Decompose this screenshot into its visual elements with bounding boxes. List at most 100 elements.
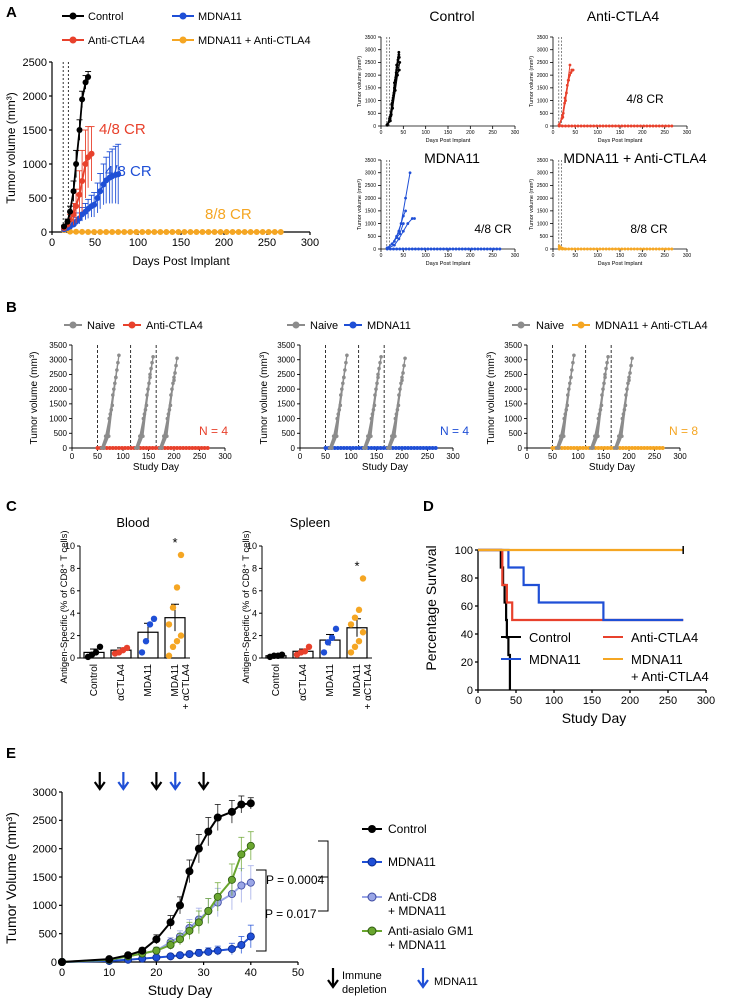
data-point — [91, 201, 98, 208]
data-point — [241, 229, 248, 235]
x-tick-label: 50 — [321, 452, 330, 461]
data-point — [105, 955, 114, 964]
y-tick-label: 2000 — [365, 73, 376, 79]
y-tick-label: 2500 — [49, 370, 67, 379]
x-tick-label: 100 — [421, 253, 430, 259]
data-point — [237, 881, 246, 890]
y-tick-label: 500 — [29, 193, 47, 205]
data-point — [570, 247, 574, 251]
data-point — [488, 247, 492, 251]
data-point — [73, 228, 80, 235]
data-point — [595, 124, 599, 128]
data-point — [187, 446, 192, 450]
data-point — [144, 403, 149, 408]
data-point — [227, 944, 236, 953]
y-tick-label: 2000 — [33, 844, 57, 856]
e-xlabel: Study Day — [148, 982, 213, 998]
legend-dot — [292, 321, 300, 329]
data-point — [660, 124, 664, 128]
y-tick-label: 0 — [252, 653, 257, 663]
data-point — [603, 375, 607, 380]
category-label: Control — [89, 664, 100, 696]
data-point — [413, 217, 416, 220]
data-point — [187, 229, 194, 235]
data-point — [175, 901, 184, 910]
data-point — [146, 621, 154, 628]
data-point — [498, 247, 502, 251]
small-title-ctla4: Anti-CTLA4 — [587, 8, 660, 24]
y-tick-label: 10 — [65, 541, 75, 551]
category-label: αCTLA4 — [298, 664, 309, 701]
data-point — [345, 353, 349, 358]
y-tick-label: 500 — [540, 111, 549, 117]
data-point — [271, 229, 278, 235]
y-tick-label: 3000 — [537, 170, 548, 176]
data-point — [599, 403, 604, 408]
data-point — [627, 446, 631, 450]
data-point — [442, 247, 446, 251]
y-tick-label: 1500 — [537, 209, 548, 215]
data-point — [177, 632, 185, 639]
data-point — [213, 813, 222, 822]
data-point — [620, 247, 624, 251]
x-tick-label: 250 — [421, 452, 435, 461]
x-tick-label: 250 — [660, 253, 669, 259]
y-tick-label: 1500 — [33, 872, 57, 884]
y-tick-label: 3500 — [365, 35, 376, 41]
x-tick-label: 0 — [380, 253, 383, 259]
data-point — [104, 446, 109, 450]
data-point — [620, 124, 624, 128]
x-tick-label: 50 — [548, 452, 557, 461]
data-point — [166, 941, 175, 950]
data-point — [393, 78, 397, 82]
data-point — [614, 247, 618, 251]
data-point — [398, 61, 402, 64]
x-tick-label: 300 — [218, 452, 232, 461]
y-tick-label: 500 — [540, 234, 549, 240]
data-point — [253, 229, 260, 235]
b-xlabel-2: Study Day — [362, 462, 408, 473]
data-point — [369, 434, 373, 439]
y-tick-label: 3500 — [365, 158, 376, 164]
d-ylabel: Percentage Survival — [423, 545, 439, 670]
panel-label-d: D — [423, 498, 434, 515]
data-point — [338, 403, 343, 408]
data-point — [460, 247, 464, 251]
y-tick-label: 2500 — [365, 60, 376, 66]
data-point — [204, 947, 213, 956]
data-point — [404, 196, 407, 200]
x-tick-label: 10 — [103, 967, 115, 979]
data-point — [413, 247, 417, 251]
data-point — [642, 124, 646, 128]
small-plot-combo: 0 50 100 150 200 250 3000500100015002000250030… — [529, 158, 691, 267]
data-point — [160, 446, 164, 450]
x-tick-label: 100 — [116, 452, 130, 461]
data-point — [115, 229, 122, 235]
data-point — [420, 247, 424, 251]
data-point — [602, 446, 607, 450]
y-tick-label: 1500 — [49, 400, 67, 409]
data-point — [64, 218, 71, 225]
data-point — [397, 55, 401, 59]
dosing-arrow — [117, 772, 130, 791]
data-point — [423, 247, 427, 251]
data-point — [407, 247, 411, 251]
y-tick-label: 2000 — [537, 196, 548, 202]
data-point — [335, 446, 340, 450]
category-label: MDA11 — [170, 664, 181, 697]
data-point — [169, 604, 177, 611]
data-point — [629, 247, 633, 251]
series-line — [61, 845, 252, 963]
data-point — [430, 446, 435, 450]
data-point — [639, 446, 644, 450]
b-legend-2-naive: Naive — [310, 320, 338, 332]
data-point — [375, 446, 380, 450]
data-point — [654, 247, 658, 251]
data-point — [169, 229, 176, 235]
data-point — [138, 649, 146, 656]
data-point — [412, 446, 417, 450]
data-point — [608, 446, 613, 450]
panel-label-c: C — [6, 498, 17, 515]
data-point — [278, 651, 286, 658]
small-xlabel: Days Post Implant — [598, 261, 643, 267]
